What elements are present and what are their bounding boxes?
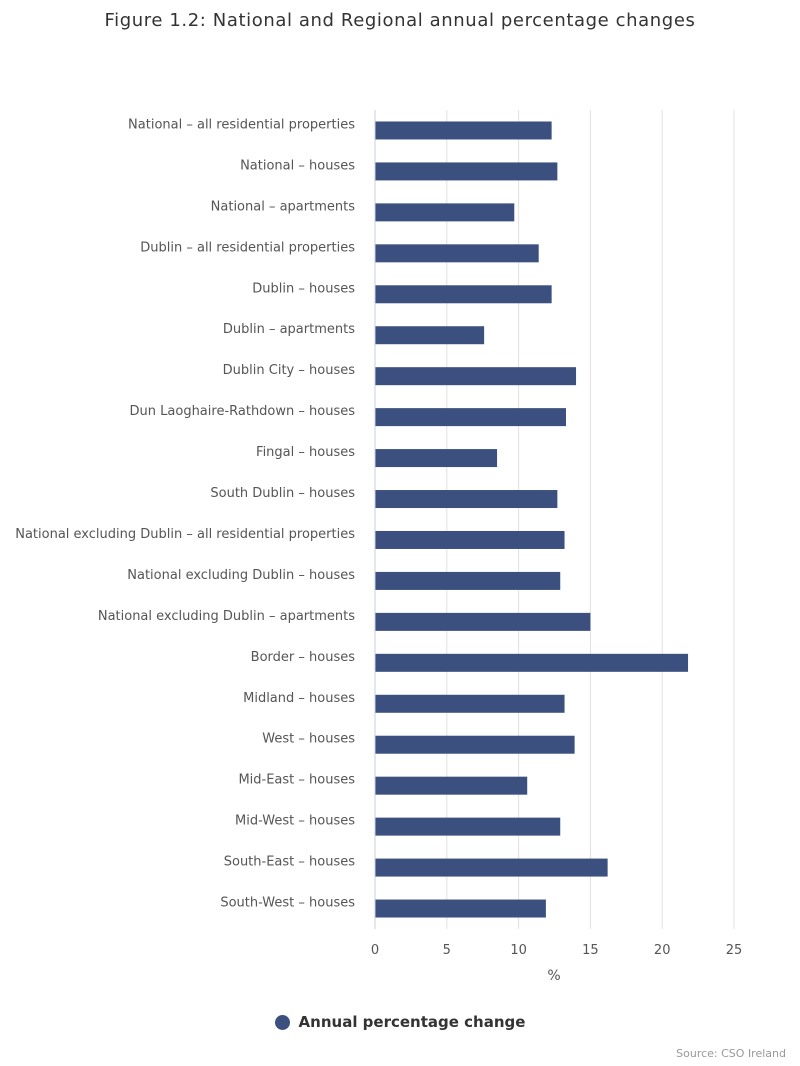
bar[interactable] — [375, 162, 558, 181]
category-label: Dun Laoghaire-Rathdown – houses — [130, 404, 356, 419]
category-label: Dublin – all residential properties — [140, 240, 355, 255]
bar[interactable] — [375, 858, 608, 877]
legend[interactable]: Annual percentage change — [0, 1013, 800, 1031]
category-label: National excluding Dublin – houses — [127, 568, 355, 583]
category-label: Dublin – apartments — [223, 322, 355, 337]
bar[interactable] — [375, 776, 528, 795]
bar[interactable] — [375, 653, 689, 672]
category-label: Dublin City – houses — [223, 363, 356, 378]
bar[interactable] — [375, 899, 546, 918]
bar[interactable] — [375, 490, 558, 509]
category-label: South-West – houses — [220, 896, 355, 911]
category-label: West – houses — [262, 732, 355, 747]
category-label: Mid-West – houses — [235, 814, 355, 829]
bar-chart: National – all residential properties Nat… — [15, 110, 743, 984]
category-label: National excluding Dublin – apartments — [98, 609, 355, 624]
category-label: Mid-East – houses — [238, 773, 355, 788]
bar[interactable] — [375, 612, 591, 631]
category-label: National excluding Dublin – all resident… — [15, 527, 355, 542]
bar[interactable] — [375, 367, 577, 386]
category-label: National – apartments — [211, 199, 356, 214]
chart-title: Figure 1.2: National and Regional annual… — [104, 10, 696, 31]
x-tick-label: 0 — [371, 943, 379, 958]
bar[interactable] — [375, 817, 561, 836]
category-label: Midland – houses — [243, 691, 355, 706]
bar[interactable] — [375, 203, 515, 222]
x-tick-label: 20 — [654, 943, 671, 958]
category-label: South Dublin – houses — [210, 486, 355, 501]
x-tick-label: 25 — [726, 943, 743, 958]
bar[interactable] — [375, 449, 498, 468]
x-tick-label: 10 — [510, 943, 527, 958]
bar[interactable] — [375, 285, 552, 304]
x-tick-label: 5 — [443, 943, 451, 958]
x-axis-title: % — [547, 968, 560, 984]
bar[interactable] — [375, 530, 565, 549]
bar[interactable] — [375, 408, 566, 427]
category-label: National – houses — [240, 158, 355, 173]
bar[interactable] — [375, 121, 552, 140]
category-label: Border – houses — [251, 650, 356, 665]
source-credit: Source: CSO Ireland — [676, 1047, 786, 1060]
legend-marker — [274, 1014, 290, 1030]
bar[interactable] — [375, 735, 575, 754]
x-tick-label: 15 — [582, 943, 599, 958]
bar[interactable] — [375, 326, 485, 345]
bar[interactable] — [375, 571, 561, 590]
legend-label: Annual percentage change — [298, 1013, 526, 1031]
category-label: Dublin – houses — [252, 281, 355, 296]
category-label: South-East – houses — [224, 855, 355, 870]
bar[interactable] — [375, 244, 539, 263]
category-label: National – all residential properties — [128, 117, 355, 132]
category-label: Fingal – houses — [256, 445, 355, 460]
bar[interactable] — [375, 694, 565, 713]
